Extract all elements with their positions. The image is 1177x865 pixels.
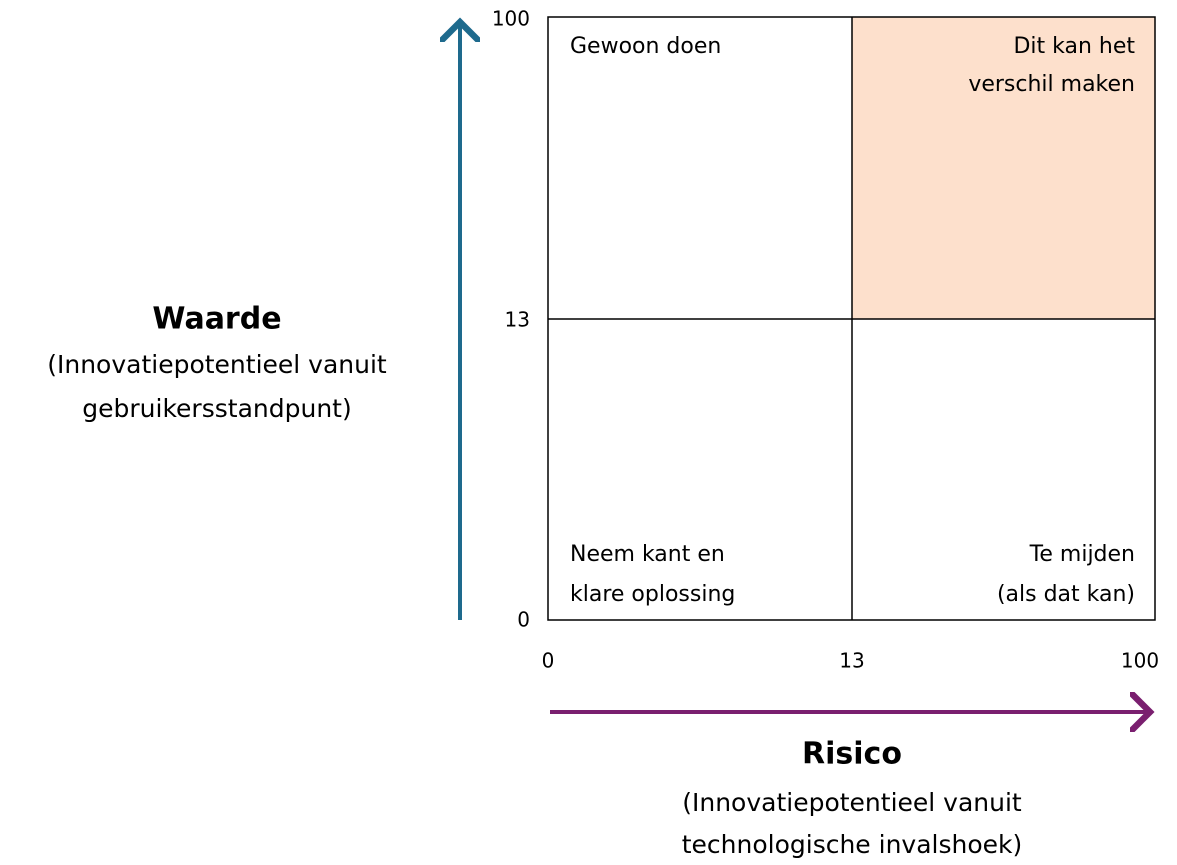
quadrant-label: (als dat kan) [997,582,1135,607]
y-axis-title: Waarde [152,302,281,337]
x-tick: 0 [542,649,555,673]
x-tick: 13 [839,649,864,673]
y-tick: 100 [492,7,530,31]
x-axis-subtitle: (Innovatiepotentieel vanuit [682,788,1022,817]
quadrant-label: Neem kant en [570,542,725,567]
y-tick: 13 [505,308,530,332]
quadrant-label: verschil maken [968,72,1135,97]
y-tick: 0 [517,608,530,632]
x-axis-subtitle: technologische invalshoek) [682,830,1023,859]
y-axis-subtitle: (Innovatiepotentieel vanuit [47,350,387,379]
y-axis-subtitle: gebruikersstandpunt) [82,394,351,423]
quadrant-label: Dit kan het [1013,34,1135,59]
x-tick: 100 [1121,649,1159,673]
quadrant-label: Gewoon doen [570,34,721,59]
quadrant-label: Te mijden [1029,542,1135,567]
quadrant-label: klare oplossing [570,582,735,607]
highlight-quadrant [852,17,1155,319]
x-axis-title: Risico [802,737,902,772]
